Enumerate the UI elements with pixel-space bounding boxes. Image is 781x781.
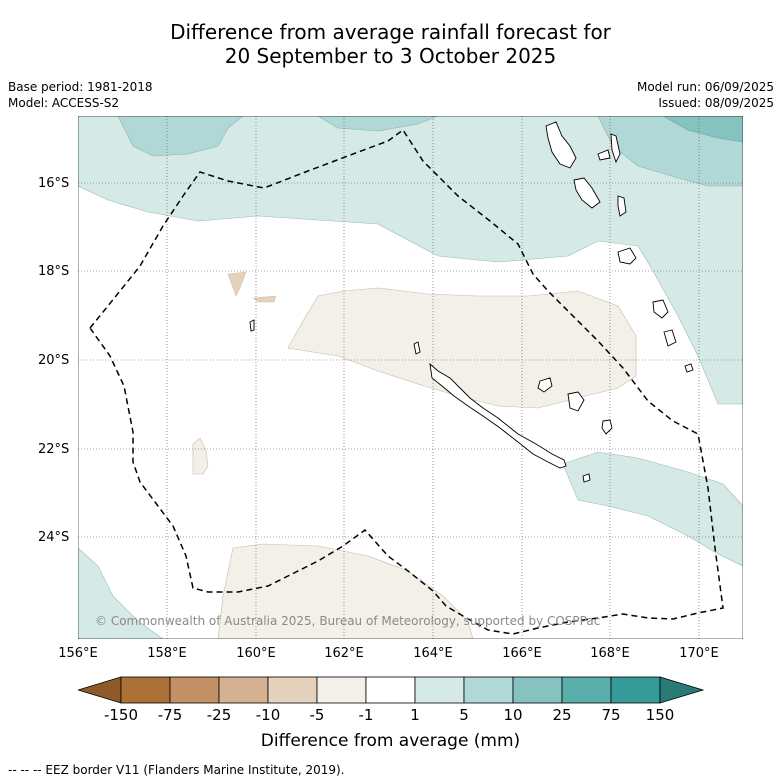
vanuatu-espiritu-santo (545, 121, 577, 169)
model-name: Model: ACCESS-S2 (8, 96, 120, 110)
title-line-1: Difference from average rainfall forecas… (170, 20, 611, 44)
colorbar-title: Difference from average (mm) (260, 731, 521, 751)
vanuatu-aneityum (684, 363, 694, 373)
colorbar-swatch (316, 676, 367, 704)
graticule (78, 116, 743, 639)
colorbar-tick-12: 150 (645, 706, 675, 724)
rainfall-map (78, 116, 743, 639)
colorbar-tick-11: 75 (601, 706, 621, 724)
colorbar-tick-5: -5 (309, 706, 325, 724)
lon-label-170e: 170°E (679, 646, 719, 661)
wetter-patch-northeast-dark (662, 116, 743, 143)
colorbar-swatch (365, 676, 416, 704)
copyright-watermark: © Commonwealth of Australia 2025, Bureau… (95, 614, 601, 628)
lon-label-164e: 164°E (413, 646, 453, 661)
new-caledonia (429, 362, 567, 469)
wetter-patch-north-center (117, 116, 244, 157)
vanuatu-ambrym (617, 195, 627, 217)
wetter-patch-north-mid (317, 116, 439, 132)
colorbar-tick-3: -25 (206, 706, 232, 724)
eez-legend-note: -- -- -- EEZ border V11 (Flanders Marine… (8, 763, 345, 777)
colorbar-swatch (120, 676, 171, 704)
lon-label-162e: 162°E (324, 646, 364, 661)
lat-label-22s: 22°S (38, 442, 70, 457)
colorbar-swatch (512, 676, 563, 704)
colorbar-swatch (414, 676, 465, 704)
vanuatu-erromango (652, 299, 669, 319)
colorbar-swatch (267, 676, 318, 704)
vanuatu-malekula (573, 177, 601, 209)
colorbar-tick-9: 10 (503, 706, 523, 724)
lat-label-20s: 20°S (38, 353, 70, 368)
lon-label-168e: 168°E (590, 646, 630, 661)
lat-label-24s: 24°S (38, 530, 70, 545)
colorbar-tick-4: -10 (255, 706, 281, 724)
wetter-region-southwest (78, 547, 164, 639)
matthew-island (582, 473, 591, 483)
loyalty-islands-2 (567, 391, 585, 412)
lat-label-16s: 16°S (38, 176, 70, 191)
base-period: Base period: 1981-2018 (8, 80, 153, 94)
colorbar-swatch (218, 676, 269, 704)
lon-label-166e: 166°E (502, 646, 542, 661)
colorbar-extend-low (78, 676, 122, 704)
eez-border (89, 128, 724, 635)
colorbar-extend-high (659, 676, 704, 704)
title-line-2: 20 September to 3 October 2025 (224, 44, 557, 68)
colorbar-swatches (78, 676, 704, 704)
colorbar-swatch (463, 676, 514, 704)
coastlines (249, 121, 694, 483)
lon-label-158e: 158°E (147, 646, 187, 661)
vanuatu-tanna (663, 329, 677, 347)
colorbar-tick-6: -1 (358, 706, 374, 724)
loyalty-islands-1 (537, 377, 553, 393)
lon-label-160e: 160°E (236, 646, 276, 661)
belep-islands (413, 341, 421, 355)
colorbar-swatch (610, 676, 661, 704)
drier-patch-west (192, 437, 209, 475)
vanuatu-maewo-pentecost (610, 133, 621, 164)
colorbar-tick-8: 5 (459, 706, 469, 724)
meta-left: Base period: 1981-2018 Model: ACCESS-S2 (8, 79, 153, 111)
loyalty-islands-3 (601, 419, 613, 435)
issued-date: Issued: 08/09/2025 (658, 96, 774, 110)
drier-region-south (217, 543, 474, 639)
colorbar-tick-10: 25 (552, 706, 572, 724)
wetter-region-southeast (562, 451, 743, 567)
islet-west-1 (249, 319, 255, 332)
colorbar-swatch (169, 676, 220, 704)
colorbar-tick-2: -75 (157, 706, 183, 724)
map-title: Difference from average rainfall forecas… (0, 20, 781, 68)
model-run: Model run: 06/09/2025 (636, 80, 774, 94)
meta-right: Model run: 06/09/2025 Issued: 08/09/2025 (637, 79, 774, 111)
colorbar-swatch (561, 676, 612, 704)
lon-label-156e: 156°E (58, 646, 98, 661)
colorbar-tick-7: 1 (410, 706, 420, 724)
colorbar-tick-1: -150 (103, 706, 139, 724)
drier-patch-islet-1 (227, 271, 247, 297)
drier-patch-islet-2 (252, 295, 277, 303)
vanuatu-north-islet (597, 149, 611, 161)
vanuatu-efate (617, 247, 637, 265)
colorbar (78, 676, 704, 704)
lat-label-18s: 18°S (38, 264, 70, 279)
